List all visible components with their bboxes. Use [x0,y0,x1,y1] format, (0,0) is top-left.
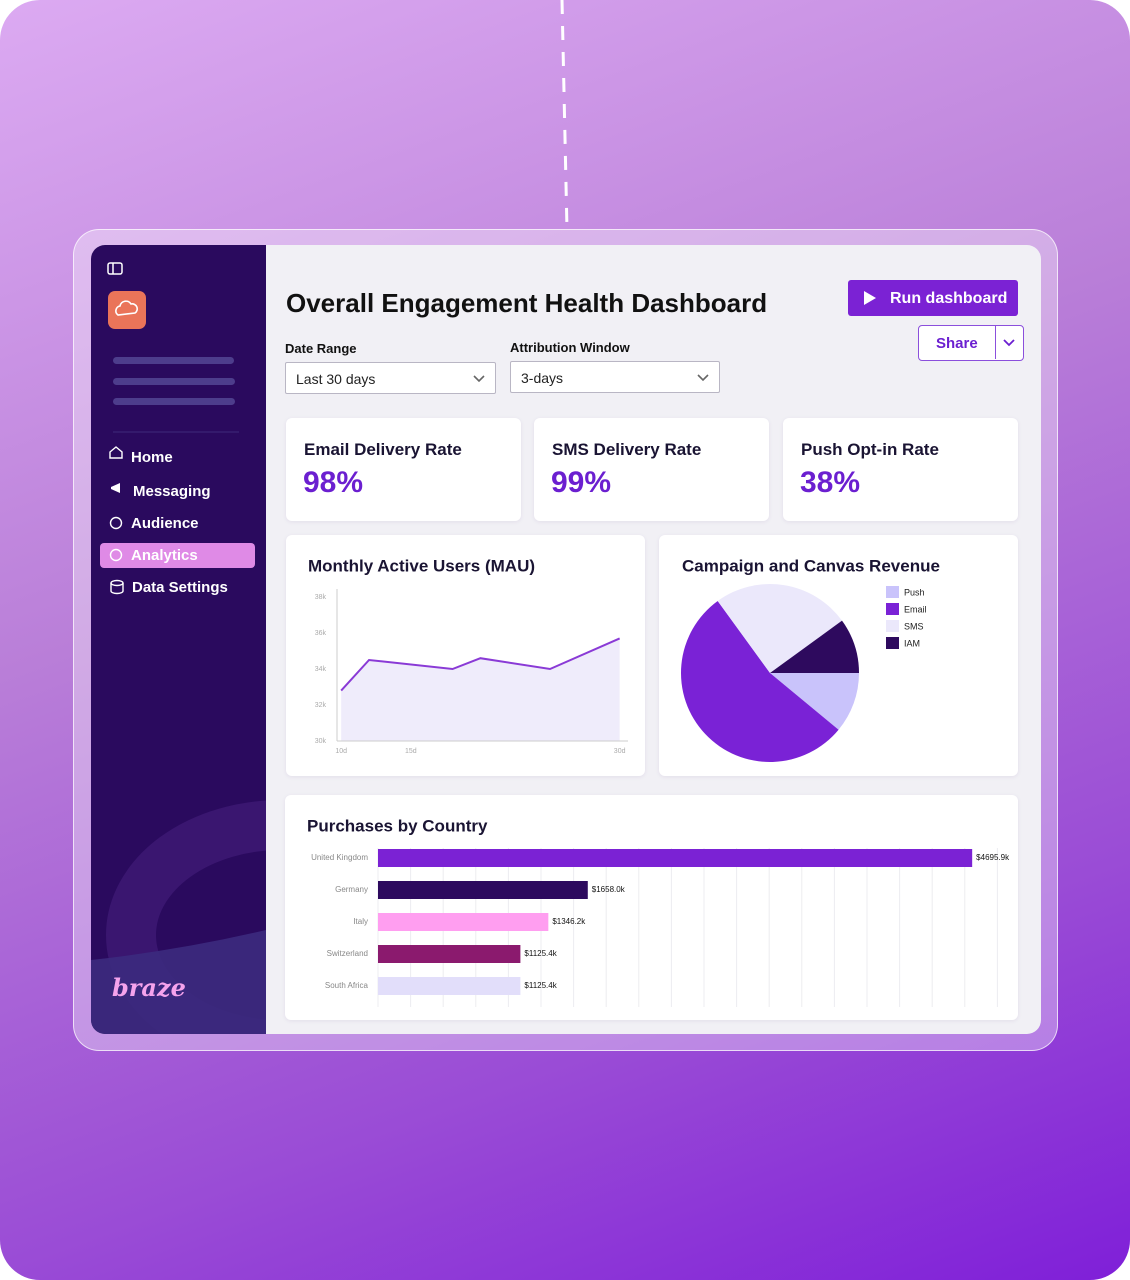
nav-item[interactable]: Home [131,449,173,466]
y-tick-label: 34k [315,666,327,673]
legend-swatch [886,637,899,649]
bar [378,945,521,963]
filter-select[interactable]: Last 30 days [285,362,496,394]
kpi-label: Push Opt-in Rate [801,440,939,459]
pie-slice [770,620,859,673]
nav-item[interactable]: Audience [131,515,199,532]
nav-item[interactable]: Data Settings [132,579,228,596]
legend-swatch [886,586,899,598]
pie-slice [717,584,843,673]
legend-label: Push [904,587,925,597]
pie-slice [680,600,839,763]
bar [378,849,973,867]
pie-slice [770,673,859,730]
y-tick-label: 36k [315,630,327,637]
legend-swatch [886,603,899,615]
app: Home Messaging Audience Analytics Data S… [91,245,1041,1034]
y-tick-label: 38k [315,594,327,601]
value-label: $1125.4k [524,981,557,990]
chart-card: Monthly Active Users (MAU) 30k 32k 34k 36k 38… [286,535,645,776]
bar [378,913,549,931]
line-chart: Monthly Active Users (MAU) 30k 32k 34k 36k 38… [308,556,628,755]
chart-title: Purchases by Country [307,816,488,835]
value-label: $1346.2k [552,917,586,926]
legend-label: Email [904,604,927,614]
pie-chart: Campaign and Canvas Revenue Push Email SMS I… [680,556,940,763]
category-label: Switzerland [327,949,368,958]
filter-value: Last 30 days [296,371,376,387]
value-label: $4695.9k [976,853,1010,862]
kpi-card: Email Delivery Rate 98% [286,418,521,521]
connector [560,0,569,231]
filter-select[interactable]: 3-days [510,361,720,393]
category-label: Germany [335,885,368,894]
run-label: Run dashboard [890,290,1008,307]
kpi-label: SMS Delivery Rate [552,440,702,459]
x-tick-label: 15d [405,748,417,755]
kpi-value: 98% [303,466,364,499]
x-tick-label: 10d [335,748,347,755]
nav-item[interactable]: Analytics [131,547,198,564]
sidebar-art [91,262,266,1034]
legend-label: IAM [904,638,920,648]
kpi-value: 38% [800,466,861,499]
value-label: $1658.0k [592,885,626,894]
chart-card: Campaign and Canvas Revenue Push Email SMS I… [659,535,1018,776]
chart-title: Campaign and Canvas Revenue [682,556,940,575]
line [340,637,621,692]
value-label: $1125.4k [524,949,557,958]
y-tick-label: 32k [315,702,327,709]
category-label: South Africa [325,981,369,990]
y-tick-label: 30k [315,738,327,745]
legend-swatch [886,620,899,632]
kpi-card: SMS Delivery Rate 99% [534,418,769,521]
share-label: Share [936,335,978,352]
page-title: Overall Engagement Health Dashboard [286,288,768,318]
run-button[interactable]: Run dashboard [848,280,1018,316]
kpi-value: 99% [551,466,612,499]
sidebar: Home Messaging Audience Analytics Data S… [91,245,266,1034]
category-label: United Kingdom [311,853,368,862]
x-tick-label: 30d [614,748,626,755]
bar [378,977,521,995]
brand: braze [112,973,186,1002]
filter-value: 3-days [521,370,564,386]
kpi-label: Email Delivery Rate [304,440,462,459]
share-button[interactable]: Share [918,325,1024,361]
bar [378,881,588,899]
area [341,638,620,741]
nav-item[interactable]: Messaging [133,483,211,500]
filter-label: Attribution Window [510,340,630,355]
chart-card: Purchases by Country United Kingdom $4695.… [285,795,1018,1020]
kpi-card: Push Opt-in Rate 38% [783,418,1018,521]
chart-title: Monthly Active Users (MAU) [308,556,535,575]
bar-chart: Purchases by Country United Kingdom $4695.… [307,816,1010,1007]
category-label: Italy [353,917,368,926]
filter-label: Date Range [285,341,357,356]
legend-label: SMS [904,621,924,631]
